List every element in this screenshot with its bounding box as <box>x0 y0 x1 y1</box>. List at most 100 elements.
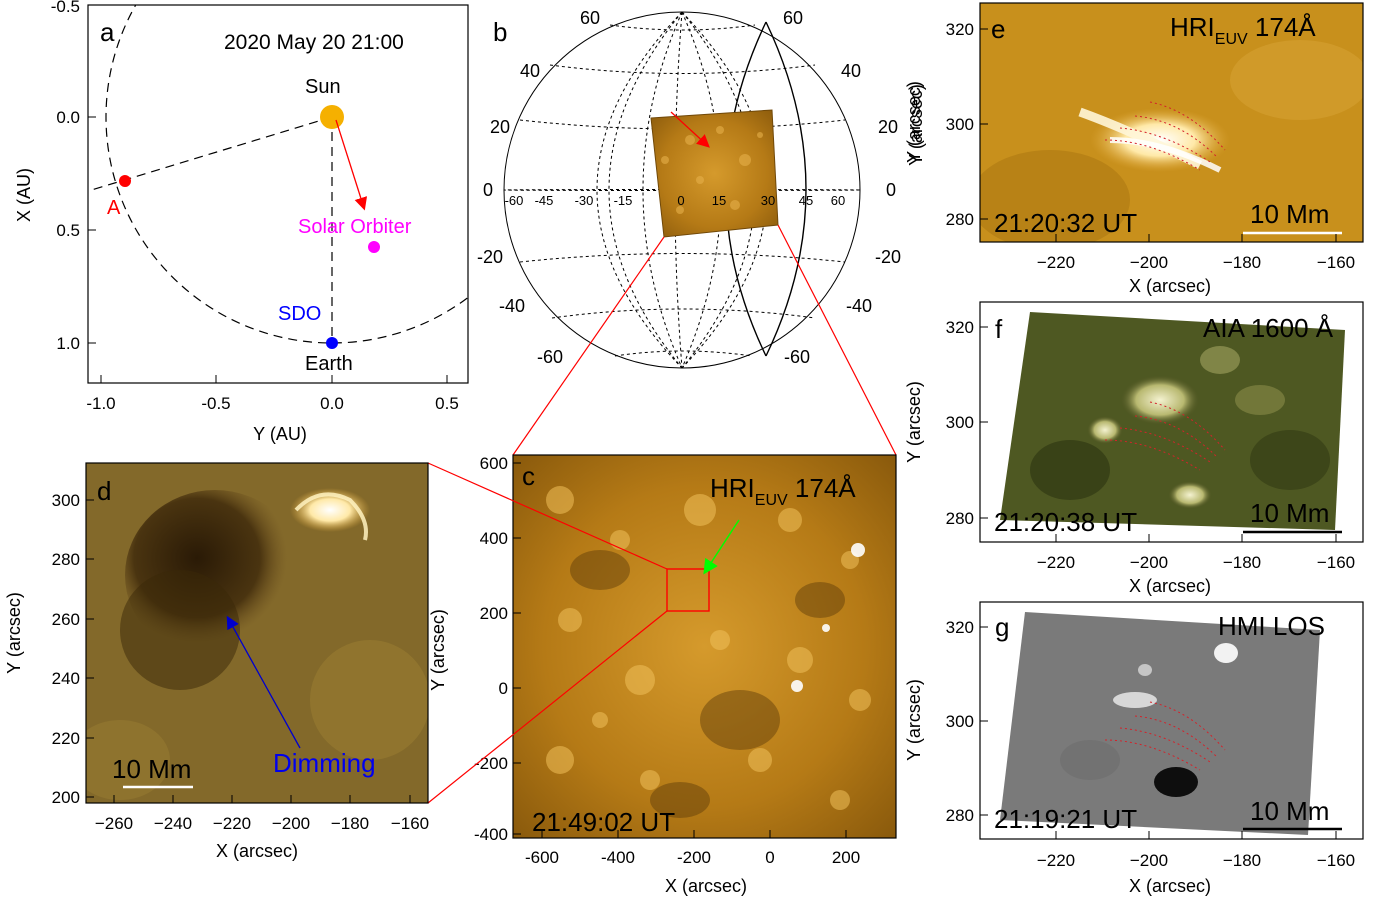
panel-e-ytick: 320 <box>946 20 974 39</box>
panel-g-xtick: −160 <box>1317 851 1355 870</box>
panel-d-xtick: −260 <box>95 814 133 833</box>
panel-c-ytick: 0 <box>499 679 508 698</box>
panel-g-ytick: 280 <box>946 806 974 825</box>
panel-d-xtick: −180 <box>331 814 369 833</box>
panel-g-ticks <box>980 626 1337 839</box>
panel-e-xtick: −180 <box>1223 253 1261 272</box>
panel-e-ytick: 280 <box>946 210 974 229</box>
panel-e-xtick: −200 <box>1130 253 1168 272</box>
panel-c-letter: c <box>522 461 535 491</box>
panel-g-scale-label: 10 Mm <box>1250 796 1329 826</box>
lon-label: -15 <box>614 193 633 208</box>
globe-arrow <box>670 111 710 148</box>
panel-a-ytick: 0.0 <box>56 108 80 127</box>
panel-f-ylabel: Y (arcsec) <box>904 381 924 463</box>
panel-g-ytick: 300 <box>946 712 974 731</box>
panel-a-xtick: 0.5 <box>435 394 459 413</box>
sdo-label: SDO <box>278 303 321 325</box>
panel-f-xtick: −180 <box>1223 553 1261 572</box>
panel-d-xtick: −200 <box>272 814 310 833</box>
panel-a-frame <box>87 4 469 384</box>
lat-label: 20 <box>878 117 898 137</box>
panel-d-ytick: 280 <box>52 550 80 569</box>
fov-texture <box>661 126 763 214</box>
panel-a-ytick: 1.0 <box>56 334 80 353</box>
lon-label: 30 <box>761 193 775 208</box>
lon-labels: -60 -45 -30 -15 0 15 30 45 60 <box>505 193 846 208</box>
a-marker <box>119 175 131 187</box>
lon-label: -45 <box>535 193 554 208</box>
panel-e-xtick: −160 <box>1317 253 1355 272</box>
panel-d-ytick: 240 <box>52 669 80 688</box>
fov-patch <box>650 109 779 238</box>
panel-e-xtick: −220 <box>1037 253 1075 272</box>
panel-a-ytick: -0.5 <box>51 0 80 16</box>
panel-d-xtick: −220 <box>213 814 251 833</box>
panel-c-green-arrow <box>703 519 740 575</box>
panel-c-xtick: -400 <box>601 848 635 867</box>
sun-label: Sun <box>305 76 341 98</box>
panel-g-instrument: HMI LOS <box>1218 611 1325 641</box>
panel-f-time: 21:20:38 UT <box>994 507 1137 537</box>
orbiter-marker <box>368 241 380 253</box>
panel-c-instrument: HRIEUV 174Å <box>710 473 856 509</box>
panel-b-ylabel: Y (arcsec) <box>906 84 926 166</box>
panel-a-date: 2020 May 20 21:00 <box>224 31 404 54</box>
panel-a-letter: a <box>100 17 115 47</box>
panel-d-xtick: −240 <box>154 814 192 833</box>
lat-label: 40 <box>841 61 861 81</box>
zoom-lines-bc <box>512 224 897 456</box>
panel-a-xtick: 0.0 <box>320 394 344 413</box>
panel-c-ytick: 200 <box>480 604 508 623</box>
panel-g: g HMI LOS 21:19:21 UT 10 Mm −220 −200 −1… <box>904 601 1364 896</box>
panel-d-ticks <box>86 499 411 803</box>
panel-c-frame <box>512 454 897 839</box>
lat-label: -40 <box>499 296 525 316</box>
panel-c-ylabel: Y (arcsec) <box>428 609 448 691</box>
earth-orbit <box>105 5 468 344</box>
panel-e: e HRIEUV 174Å 21:20:32 UT 10 Mm −220 −20… <box>904 2 1364 296</box>
panel-e-instrument: HRIEUV 174Å <box>1170 12 1316 48</box>
panel-e-letter: e <box>991 14 1005 44</box>
panel-a-xtick: -0.5 <box>201 394 230 413</box>
lat-label: -20 <box>875 247 901 267</box>
lat-label: 20 <box>490 117 510 137</box>
panel-g-xlabel: X (arcsec) <box>1129 876 1211 896</box>
orbiter-label: Solar Orbiter <box>298 216 412 238</box>
orbiter-direction-arrow <box>335 119 368 211</box>
panel-f-instrument: AIA 1600 Å <box>1203 313 1334 343</box>
panel-d-ylabel: Y (arcsec) <box>4 592 24 674</box>
panel-a-ytick: 0.5 <box>56 221 80 240</box>
panel-g-letter: g <box>995 612 1009 642</box>
panel-e-time: 21:20:32 UT <box>994 208 1137 238</box>
panel-g-xtick: −220 <box>1037 851 1075 870</box>
lat-label: 0 <box>886 180 896 200</box>
panel-f-xtick: −220 <box>1037 553 1075 572</box>
panel-b-letter: b <box>493 17 507 47</box>
panel-f-texture <box>1030 346 1330 509</box>
panel-f-ytick: 300 <box>946 413 974 432</box>
lon-label: 0 <box>677 193 684 208</box>
panel-d-scale-label: 10 Mm <box>112 754 191 784</box>
lon-label: -60 <box>505 193 524 208</box>
zoom-box <box>666 568 710 612</box>
panel-f-scale-label: 10 Mm <box>1250 498 1329 528</box>
panel-c: c HRIEUV 174Å 21:49:02 UT -600 -400 -200… <box>428 454 897 896</box>
lon-label: -30 <box>575 193 594 208</box>
panel-a-xlabel: Y (AU) <box>253 424 307 444</box>
panel-g-xtick: −180 <box>1223 851 1261 870</box>
panel-e-scale-label: 10 Mm <box>1250 199 1329 229</box>
zoom-lines-cd <box>427 462 668 804</box>
panel-c-time: 21:49:02 UT <box>532 807 675 837</box>
lat-label: -60 <box>784 347 810 367</box>
panel-d-xtick: −160 <box>391 814 429 833</box>
lat-label: 40 <box>520 61 540 81</box>
lon-label: 60 <box>831 193 845 208</box>
panel-f: f AIA 1600 Å 21:20:38 UT 10 Mm −220 −200… <box>904 301 1364 596</box>
panel-c-ytick: 400 <box>480 529 508 548</box>
earth-label: Earth <box>305 353 353 375</box>
panel-c-xtick: -600 <box>525 848 559 867</box>
panel-f-ytick: 320 <box>946 318 974 337</box>
panel-g-xtick: −200 <box>1130 851 1168 870</box>
